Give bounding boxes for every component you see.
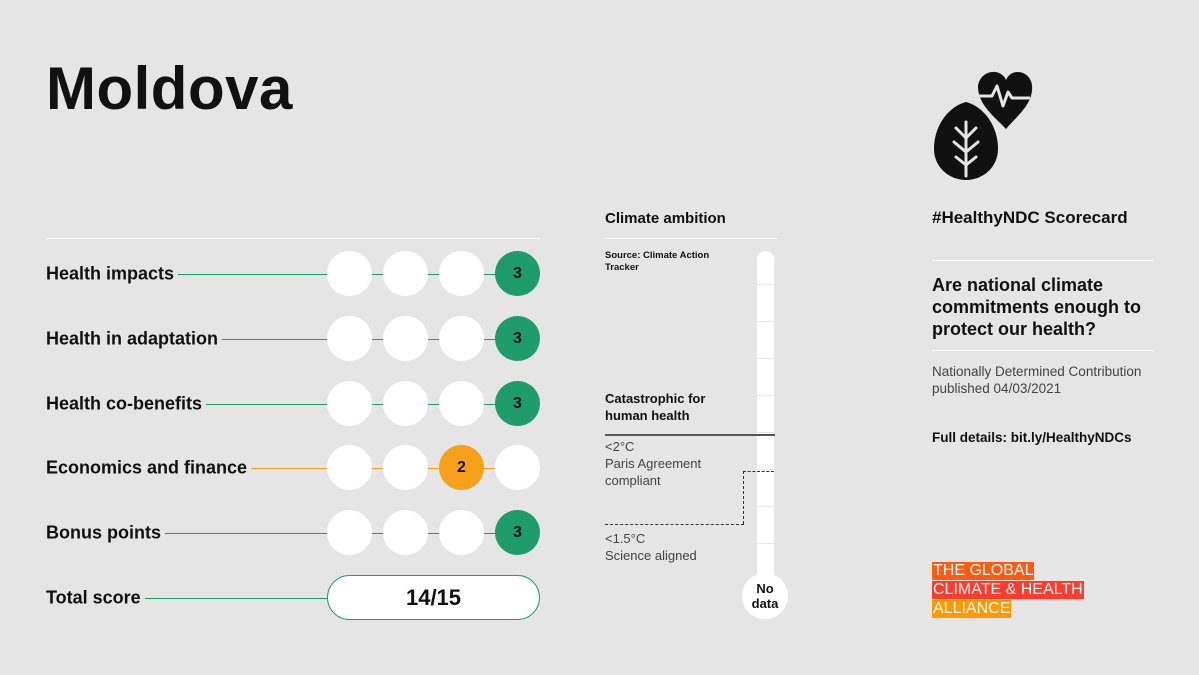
criterion-label: Health co-benefits — [46, 393, 207, 415]
score-dot-empty — [383, 316, 428, 361]
brand-logo-line-1: THE GLOBAL — [932, 562, 1035, 580]
scorecard-hashtag: #HealthyNDC Scorecard — [932, 208, 1128, 227]
score-dot-empty — [327, 510, 372, 555]
climate-ambition-title: Climate ambition — [605, 210, 726, 227]
score-dot-empty — [327, 316, 372, 361]
connector-line — [46, 598, 516, 599]
page-title: Moldova — [46, 55, 293, 122]
scorecard-question: Are national climate commitments enough … — [932, 275, 1142, 339]
divider — [932, 350, 1154, 351]
criterion-row: Bonus points 3 — [46, 510, 540, 556]
score-dot-empty — [327, 251, 372, 296]
score-dot-empty — [439, 316, 484, 361]
criterion-label: Bonus points — [46, 522, 165, 544]
ambition-thermometer — [757, 251, 774, 591]
divider — [932, 260, 1154, 261]
criterion-row: Health impacts 3 — [46, 251, 540, 297]
score-dot-empty — [327, 381, 372, 426]
score-dot-empty — [495, 445, 540, 490]
divider — [605, 238, 777, 239]
score-dot-empty — [439, 510, 484, 555]
divider — [46, 238, 540, 239]
total-score-row: Total score 14/15 — [46, 575, 540, 621]
paris-text: Paris Agreement compliant — [605, 456, 702, 488]
paris-temp: <2°C — [605, 439, 635, 454]
criterion-label: Economics and finance — [46, 457, 252, 479]
brand-logo-line-2: CLIMATE & HEALTH — [932, 581, 1084, 599]
connector-line — [46, 468, 516, 469]
total-score-value: 14/15 — [327, 575, 540, 620]
score-dot-empty — [327, 445, 372, 490]
score-dot-empty — [439, 381, 484, 426]
score-dot-filled: 3 — [495, 381, 540, 426]
criterion-row: Health co-benefits 3 — [46, 381, 540, 427]
score-dot-filled: 3 — [495, 316, 540, 361]
connector-line — [46, 339, 516, 340]
paris-threshold-line — [743, 471, 774, 472]
heart-leaf-icon — [934, 71, 1033, 180]
no-data-indicator: No data — [742, 573, 788, 619]
climate-ambition-source: Source: Climate Action Tracker — [605, 250, 710, 273]
score-dot-empty — [383, 510, 428, 555]
score-dot-empty — [383, 445, 428, 490]
criterion-row: Economics and finance 2 — [46, 445, 540, 491]
brand-logo-line-3: ALLIANCE — [932, 600, 1012, 618]
science-aligned-label: <1.5°C Science aligned — [605, 530, 697, 564]
score-dot-empty — [383, 381, 428, 426]
full-details-link[interactable]: Full details: bit.ly/HealthyNDCs — [932, 430, 1132, 445]
score-dot-empty — [383, 251, 428, 296]
score-dot-filled: 3 — [495, 510, 540, 555]
score-dot-empty — [439, 251, 484, 296]
criterion-label: Health in adaptation — [46, 328, 223, 350]
science-threshold-line — [605, 524, 744, 525]
paris-threshold-line — [743, 471, 744, 524]
ndc-published-info: Nationally Determined Contribution publi… — [932, 364, 1142, 396]
score-dot-filled: 2 — [439, 445, 484, 490]
connector-line — [46, 404, 516, 405]
total-score-label: Total score — [46, 587, 145, 609]
criterion-label: Health impacts — [46, 263, 179, 285]
connector-line — [46, 533, 516, 534]
catastrophic-label: Catastrophic for human health — [605, 391, 706, 423]
catastrophic-threshold-line — [605, 434, 775, 436]
science-temp: <1.5°C — [605, 531, 646, 546]
paris-agreement-label: <2°C Paris Agreement compliant — [605, 438, 730, 489]
science-text: Science aligned — [605, 548, 697, 563]
connector-line — [46, 274, 516, 275]
score-dot-filled: 3 — [495, 251, 540, 296]
criterion-row: Health in adaptation 3 — [46, 316, 540, 362]
